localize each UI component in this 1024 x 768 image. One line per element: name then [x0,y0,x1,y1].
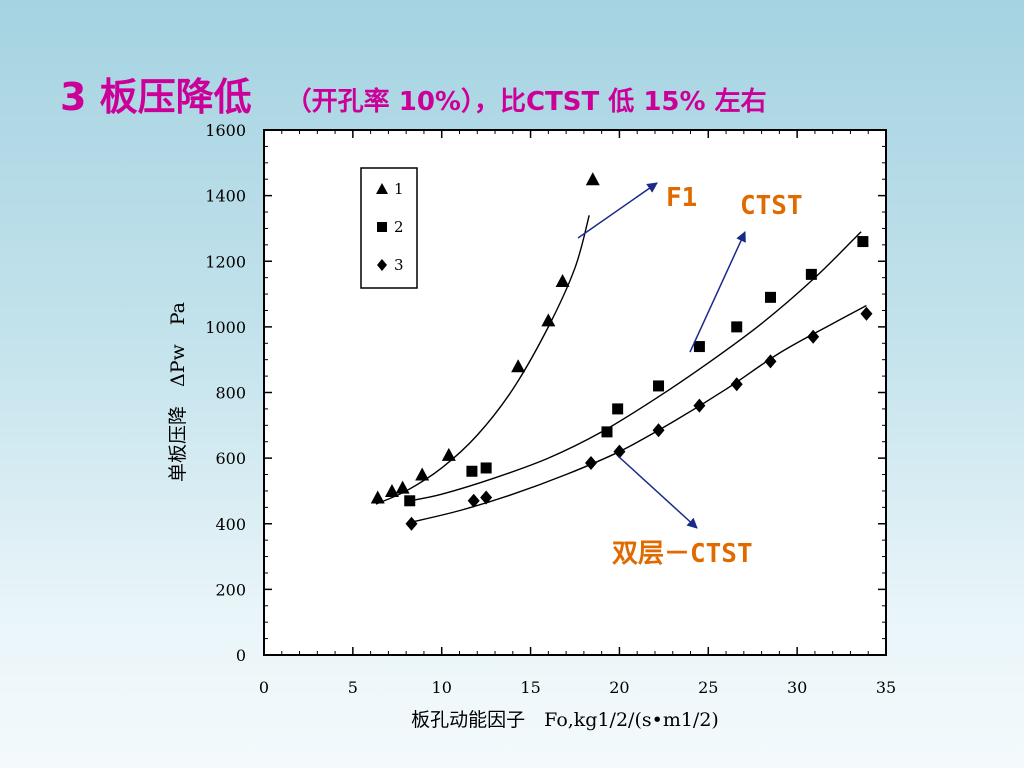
legend-marker [377,259,387,271]
legend-label: 2 [394,218,404,236]
y-tick-label: 200 [215,580,246,599]
point-series-2 [404,495,416,507]
point-series-2 [731,321,743,333]
y-tick-label: 1200 [205,252,246,271]
annotation-arrow-3 [617,455,698,529]
point-series-2 [601,426,613,438]
slide-title: 3 板压降低 （开孔率 10%），比CTST 低 15% 左右 [60,66,767,121]
x-tick-label: 5 [348,678,358,697]
point-series-3 [693,398,706,413]
legend-box [360,167,418,289]
point-series-3 [730,377,743,392]
point-series-3 [613,444,626,459]
y-tick-label: 1000 [205,318,246,337]
point-series-1 [395,480,410,494]
y-tick-label: 1400 [205,187,246,206]
point-series-2 [805,268,817,280]
point-series-1 [415,467,430,481]
fit-line-series-1 [375,215,590,505]
legend: 1 2 3 [360,167,418,289]
y-tick-label: 400 [215,515,246,534]
legend-entry-3: 3 [377,256,404,274]
y-tick-label: 0 [236,646,246,665]
point-series-3 [584,456,597,471]
point-series-3 [480,490,493,505]
legend-marker [376,183,388,194]
legend-label: 1 [394,180,404,198]
y-tick-label: 800 [215,384,246,403]
legend-label: 3 [394,256,404,274]
annotation-label-1: F1 [666,183,697,213]
point-series-1 [384,483,399,497]
point-series-2 [612,403,624,415]
y-tick-label: 600 [215,449,246,468]
point-series-2 [764,291,776,303]
point-series-1 [541,313,556,327]
point-series-1 [511,359,526,373]
x-axis-title: 板孔动能因子 Fo,kg1/2/(s•m1/2) [411,709,719,731]
point-series-3 [807,329,820,344]
point-series-2 [653,380,665,392]
annotation-label-2: CTST [740,191,803,221]
x-tick-label: 25 [698,678,718,697]
point-series-1 [555,273,570,287]
x-tick-label: 20 [609,678,629,697]
point-series-2 [857,236,869,248]
y-axis-title: 单板压降 ΔPw Pa [167,302,189,482]
legend-entry-1: 1 [376,180,404,198]
point-series-2 [693,341,705,353]
point-series-2 [466,465,478,477]
annotation-arrow-2 [689,231,746,353]
x-tick-label: 10 [432,678,452,697]
point-series-3 [467,493,480,508]
point-series-1 [585,172,600,186]
point-series-3 [860,306,873,321]
annotation-label-3: 双层－CTST [612,539,753,569]
title-sub: （开孔率 10%），比CTST 低 15% 左右 [285,87,767,117]
point-series-2 [480,462,492,474]
x-tick-label: 30 [787,678,807,697]
title-main: 3 板压降低 [60,75,252,119]
x-tick-label: 0 [259,678,269,697]
fit-line-series-2 [409,231,862,502]
legend-entry-2: 2 [377,218,404,236]
legend-marker [377,222,387,232]
point-series-1 [441,447,456,461]
y-tick-label: 1600 [205,121,246,140]
point-series-1 [370,490,385,504]
x-tick-label: 15 [520,678,540,697]
point-series-3 [764,354,777,369]
x-tick-label: 35 [876,678,896,697]
point-series-3 [652,423,665,438]
annotation-arrow-1 [577,182,658,239]
point-series-3 [405,516,418,531]
